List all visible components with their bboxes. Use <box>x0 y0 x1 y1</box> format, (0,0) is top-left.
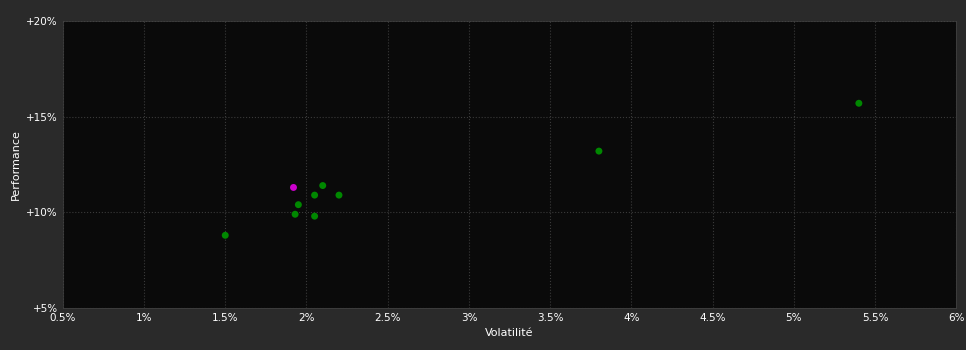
Point <box>286 185 301 190</box>
Point <box>307 192 323 198</box>
Point <box>591 148 607 154</box>
Point <box>217 232 233 238</box>
Point <box>288 211 303 217</box>
Point <box>307 214 323 219</box>
Y-axis label: Performance: Performance <box>11 129 20 200</box>
Point <box>315 183 330 188</box>
Point <box>331 192 347 198</box>
X-axis label: Volatilité: Volatilité <box>485 328 534 338</box>
Point <box>851 100 867 106</box>
Point <box>291 202 306 208</box>
